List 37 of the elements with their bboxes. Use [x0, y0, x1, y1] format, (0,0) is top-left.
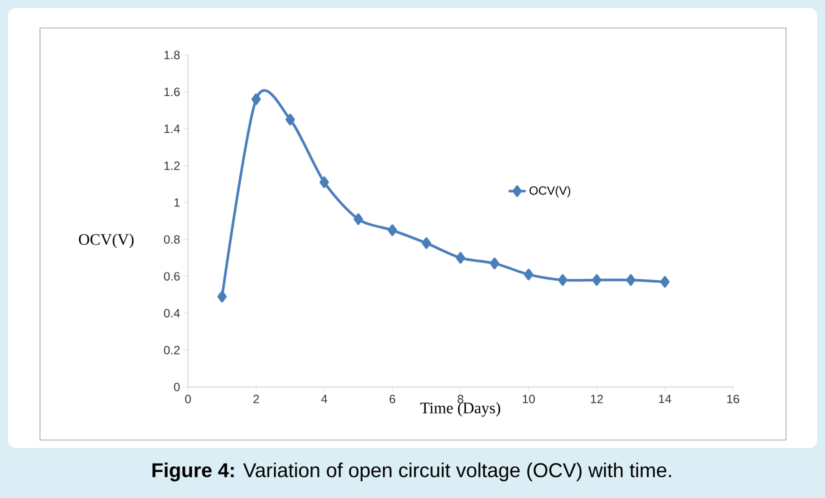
x-axis-title: Time (Days) — [420, 402, 500, 417]
x-tick-label: 12 — [590, 394, 603, 404]
point — [388, 224, 398, 236]
y-tick-label: 1.6 — [164, 88, 180, 96]
y-tick-label: 0.8 — [164, 235, 180, 244]
x-tick-label: 6 — [390, 394, 396, 404]
y-tick-label: 1.4 — [164, 124, 180, 133]
point — [286, 114, 295, 126]
y-tick-label: 0.2 — [164, 346, 180, 354]
point — [217, 290, 227, 302]
y-tick-label: 0 — [174, 382, 180, 392]
y-tick-label: 0.4 — [164, 308, 180, 318]
point — [524, 268, 534, 280]
y-tick-label: 1.8 — [164, 50, 180, 60]
point — [354, 213, 363, 225]
x-tick-label: 10 — [522, 394, 535, 404]
legend-label: OCV(V) — [530, 186, 570, 198]
x-tick-label: 8 — [458, 394, 464, 404]
y-axis-title: OCV(V) — [78, 234, 134, 248]
y-tick-label: 0.6 — [164, 272, 180, 281]
point — [592, 274, 602, 286]
x-tick-label: 4 — [321, 394, 328, 404]
x-tick-label: 0 — [185, 394, 191, 404]
x-tick-label: 16 — [727, 394, 740, 404]
point — [422, 237, 432, 249]
text: Figure 4: Variation of open circuit voltage (OCV) with time. — [152, 462, 671, 482]
y-tick-label: 1.2 — [164, 161, 180, 170]
point — [626, 274, 636, 286]
x-tick-label: 14 — [659, 394, 672, 404]
y-tick-label: 1 — [174, 198, 180, 207]
point — [456, 252, 466, 264]
point — [660, 276, 670, 288]
point — [558, 274, 568, 286]
point — [320, 176, 329, 188]
x-tick-label: 2 — [253, 394, 259, 404]
point — [251, 93, 261, 106]
point — [490, 258, 500, 270]
